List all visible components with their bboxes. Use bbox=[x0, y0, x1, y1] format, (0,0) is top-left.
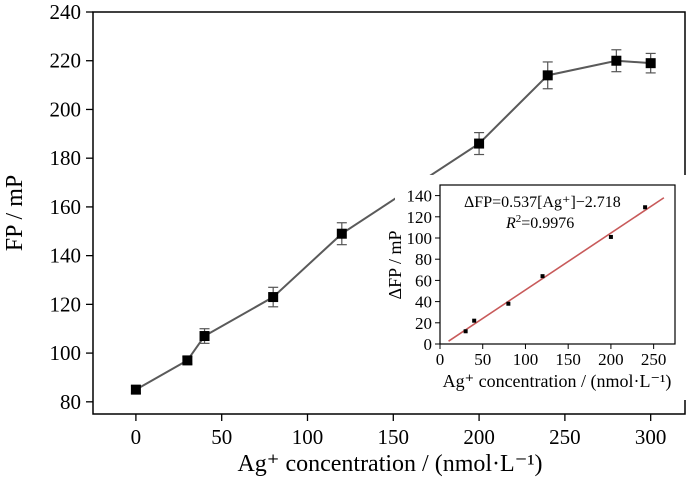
main-data-point bbox=[474, 138, 485, 149]
main-data-point bbox=[268, 292, 279, 303]
main-series bbox=[130, 49, 656, 395]
inset-plot-frame bbox=[439, 184, 676, 345]
inset-data-point bbox=[643, 205, 648, 210]
inset-data-point bbox=[463, 329, 468, 334]
inset-y-tick-label: 100 bbox=[407, 229, 433, 248]
main-y-tick-label: 200 bbox=[50, 97, 82, 121]
inset-r2-superscript: 2 bbox=[516, 213, 522, 225]
inset-x-tick-label: 250 bbox=[641, 350, 667, 369]
main-x-tick-label: 250 bbox=[549, 425, 581, 449]
inset-background bbox=[395, 175, 687, 400]
inset-fit-line bbox=[448, 197, 665, 342]
main-y-tick-label: 140 bbox=[50, 244, 82, 268]
inset-fit bbox=[448, 197, 665, 342]
inset-x-tick-label: 200 bbox=[598, 350, 624, 369]
inset-equation: ΔFP=0.537[Ag⁺]−2.718 bbox=[464, 194, 621, 211]
inset-y-axis-label: ΔFP / mP bbox=[385, 231, 405, 300]
main-data-point bbox=[336, 228, 347, 239]
main-x-ticks: 0 50 100 150 200 250 300 bbox=[131, 414, 667, 449]
main-y-tick-label: 240 bbox=[50, 0, 82, 24]
inset-data-point bbox=[540, 274, 545, 279]
main-x-tick-label: 0 bbox=[131, 425, 142, 449]
inset-y-tick-label: 80 bbox=[415, 250, 432, 269]
inset-x-ticks: 0 50 100 150 200 250 bbox=[436, 344, 667, 369]
main-data-point bbox=[182, 355, 193, 366]
main-y-tick-label: 180 bbox=[50, 146, 82, 170]
inset-x-tick-label: 50 bbox=[474, 350, 491, 369]
inset-data-point bbox=[608, 234, 613, 239]
inset-r-squared: R2=0.9976 bbox=[505, 213, 574, 232]
main-data-point bbox=[130, 384, 141, 395]
inset-x-tick-label: 100 bbox=[513, 350, 539, 369]
inset-data-point bbox=[472, 318, 477, 323]
main-y-tick-label: 80 bbox=[60, 390, 81, 414]
main-x-axis-label: Ag⁺ concentration / (nmol·L⁻¹) bbox=[237, 451, 542, 477]
main-data-point bbox=[199, 331, 210, 342]
inset-x-tick-label: 0 bbox=[436, 350, 445, 369]
main-y-tick-label: 220 bbox=[50, 49, 82, 73]
inset-y-tick-label: 60 bbox=[415, 271, 432, 290]
main-data-point bbox=[611, 55, 622, 66]
inset-points bbox=[463, 205, 648, 334]
inset-data-point bbox=[506, 301, 511, 306]
main-y-tick-label: 120 bbox=[50, 292, 82, 316]
main-y-axis-label: FP / mP bbox=[2, 175, 28, 252]
inset-y-tick-label: 20 bbox=[415, 314, 432, 333]
main-x-tick-label: 50 bbox=[211, 425, 232, 449]
inset-y-ticks: 0 20 40 60 80 100 120 140 bbox=[407, 187, 440, 354]
main-x-tick-label: 200 bbox=[463, 425, 495, 449]
inset-y-tick-label: 120 bbox=[407, 208, 433, 227]
inset-x-tick-label: 150 bbox=[555, 350, 581, 369]
main-x-tick-label: 150 bbox=[378, 425, 410, 449]
main-chart: 0 50 100 150 200 250 300 801001201401601802002… bbox=[2, 0, 686, 477]
inset-r2-value: =0.9976 bbox=[521, 215, 574, 232]
inset-r2-label: R bbox=[505, 215, 516, 232]
main-y-tick-label: 160 bbox=[50, 195, 82, 219]
main-data-point bbox=[645, 58, 656, 69]
main-data-point bbox=[542, 70, 553, 81]
inset-y-tick-label: 140 bbox=[407, 187, 433, 206]
main-y-ticks: 80 100 120 140 160 180 200 220 240 bbox=[50, 0, 93, 414]
main-x-tick-label: 300 bbox=[635, 425, 667, 449]
main-x-tick-label: 100 bbox=[292, 425, 324, 449]
inset-y-tick-label: 40 bbox=[415, 293, 432, 312]
main-y-tick-label: 100 bbox=[50, 341, 82, 365]
inset-y-tick-label: 0 bbox=[424, 335, 433, 354]
inset-x-axis-label: Ag⁺ concentration / (nmol·L⁻¹) bbox=[443, 371, 672, 392]
